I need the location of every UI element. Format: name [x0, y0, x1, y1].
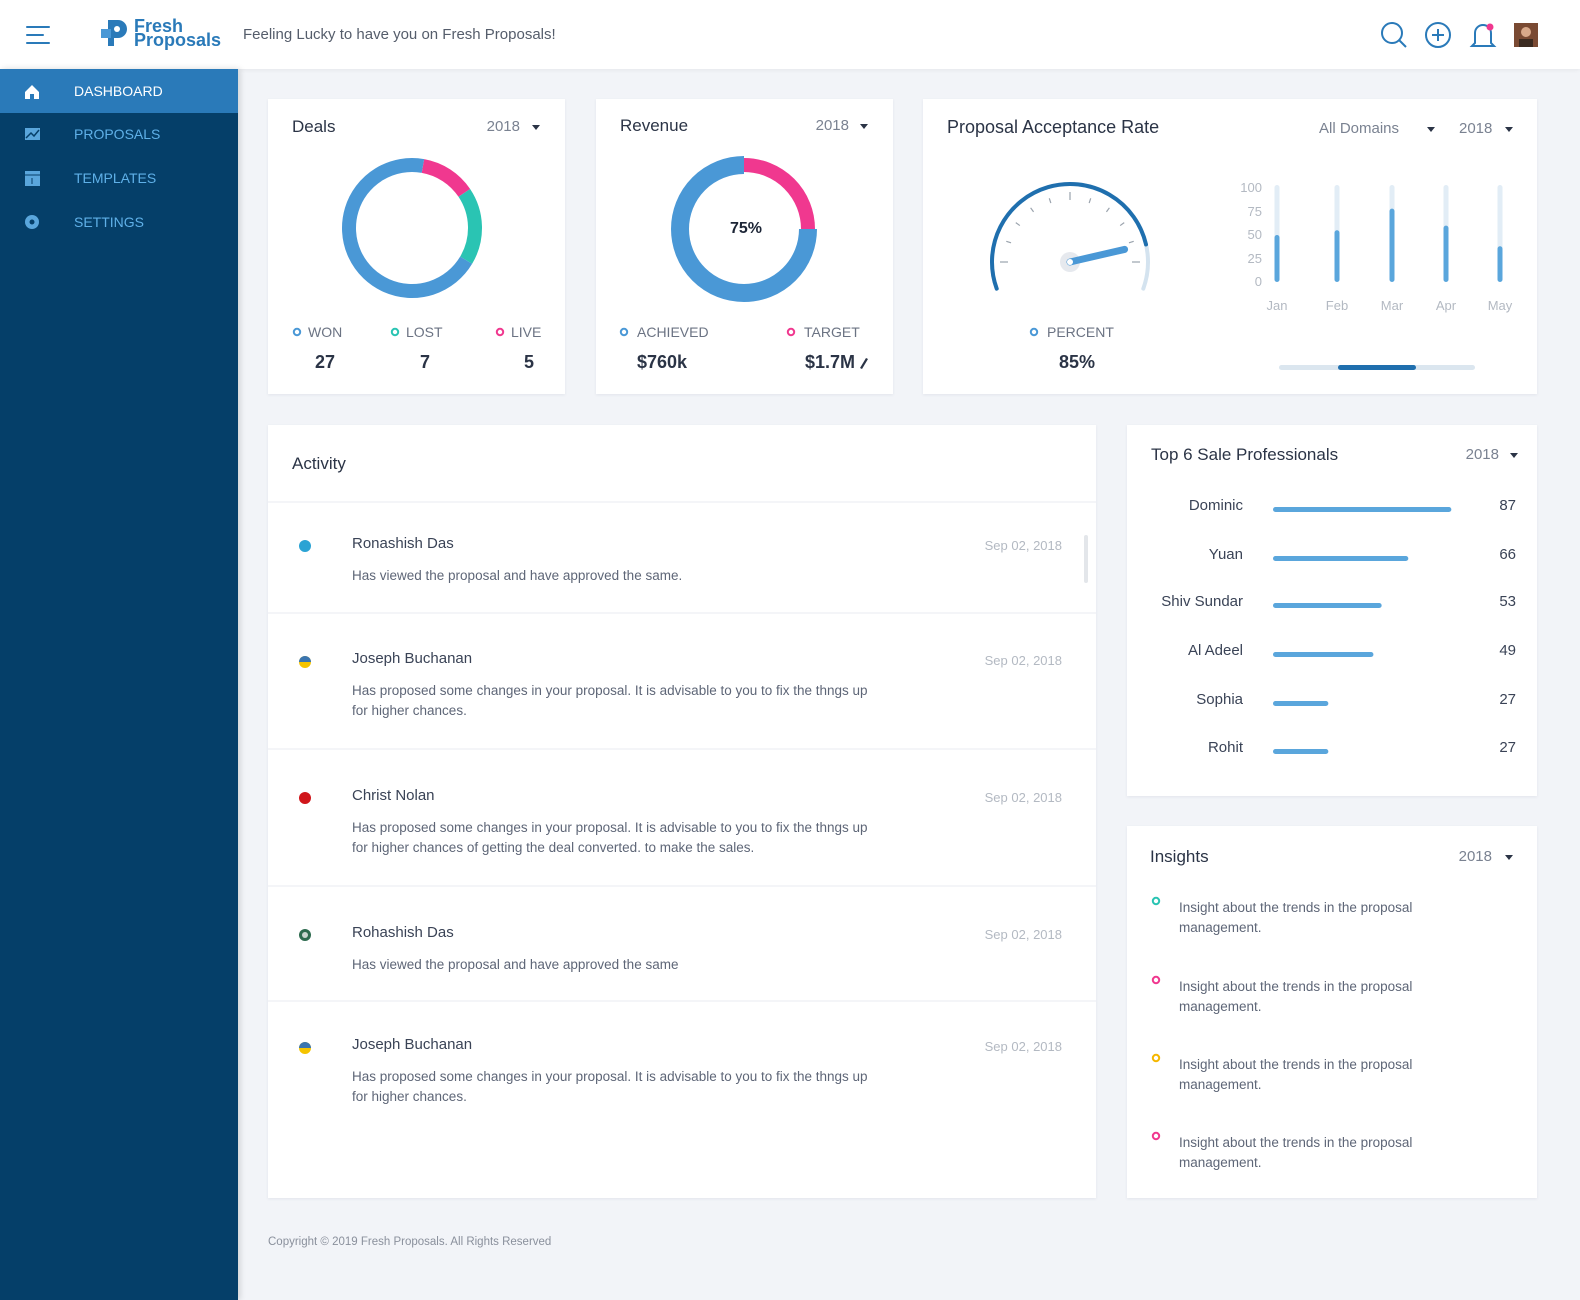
- menu-item[interactable]: SETTINGS: [74, 214, 145, 230]
- activity-text: Has viewed the proposal and have approve…: [352, 568, 683, 583]
- deals-card: [268, 99, 565, 394]
- logo-text: Proposals: [134, 30, 222, 50]
- seller-name: Sophia: [1196, 691, 1243, 708]
- card-title: Insights: [1150, 847, 1209, 866]
- acceptance-card: [923, 99, 1537, 394]
- activity-name: Joseph Buchanan: [352, 1036, 473, 1053]
- seller-name: Shiv Sundar: [1161, 593, 1243, 610]
- insight-text: Insight about the trends in the proposal…: [1179, 1135, 1413, 1170]
- y-tick-label: 0: [1254, 274, 1262, 289]
- activity-text: Has viewed the proposal and have approve…: [352, 957, 679, 972]
- activity-date: Sep 02, 2018: [984, 653, 1062, 668]
- deal-count: 7: [419, 352, 430, 372]
- activity-date: Sep 02, 2018: [984, 927, 1062, 942]
- seller-name: Dominic: [1188, 497, 1243, 514]
- activity-name: Rohashish Das: [352, 924, 454, 941]
- legend-label: LOST: [406, 324, 443, 340]
- deal-count: 27: [314, 352, 336, 372]
- seller-value: 27: [1499, 739, 1516, 756]
- activity-text: Has proposed some changes in your propos…: [352, 1069, 868, 1104]
- seller-name: Yuan: [1208, 546, 1243, 563]
- insight-text: Insight about the trends in the proposal…: [1179, 900, 1413, 935]
- x-tick-label: May: [1487, 298, 1513, 313]
- y-tick-label: 100: [1240, 180, 1262, 195]
- insight-text: Insight about the trends in the proposal…: [1179, 1057, 1413, 1092]
- seller-value: 87: [1499, 497, 1516, 514]
- seller-value: 49: [1499, 642, 1516, 659]
- seller-name: Rohit: [1207, 739, 1243, 756]
- gauge-value: 85%: [1058, 352, 1096, 372]
- activity-date: Sep 02, 2018: [984, 538, 1062, 553]
- revenue-amount: $760k: [637, 352, 688, 372]
- legend-label: TARGET: [804, 324, 860, 340]
- insights-card: [1127, 826, 1537, 1198]
- menu-item[interactable]: TEMPLATES: [74, 170, 157, 186]
- x-tick-label: Apr: [1435, 298, 1457, 313]
- y-tick-label: 75: [1247, 203, 1262, 219]
- domain-select[interactable]: All Domains: [1319, 120, 1400, 137]
- card-title: Proposal Acceptance Rate: [947, 117, 1160, 137]
- year-select[interactable]: 2018: [815, 117, 849, 134]
- tagline: Feeling Lucky to have you on Fresh Propo…: [243, 26, 556, 43]
- activity-text: Has proposed some changes in your propos…: [352, 820, 868, 855]
- menu-item[interactable]: DASHBOARD: [74, 83, 163, 99]
- activity-card: [268, 425, 1096, 1198]
- legend-label: ACHIEVED: [637, 324, 709, 340]
- year-select[interactable]: 2018: [1465, 446, 1499, 463]
- legend-label: PERCENT: [1047, 324, 1114, 340]
- legend-label: WON: [308, 324, 343, 340]
- seller-value: 53: [1499, 593, 1516, 610]
- revenue-percent: 75%: [729, 220, 763, 237]
- year-select[interactable]: 2018: [1459, 120, 1493, 137]
- year-select[interactable]: 2018: [486, 118, 520, 135]
- sidebar: [0, 69, 238, 1300]
- y-tick-label: 50: [1247, 227, 1262, 242]
- x-tick-label: Mar: [1380, 298, 1404, 313]
- seller-value: 66: [1499, 546, 1516, 563]
- x-tick-label: Feb: [1325, 298, 1349, 313]
- legend-label: LIVE: [511, 324, 542, 340]
- logo-text: Fresh: [134, 16, 184, 36]
- deal-count: 5: [523, 352, 534, 372]
- activity-date: Sep 02, 2018: [984, 790, 1062, 805]
- revenue-card: [596, 99, 893, 394]
- activity-name: Joseph Buchanan: [352, 650, 473, 667]
- activity-name: Christ Nolan: [352, 787, 435, 804]
- footer-text: Copyright © 2019 Fresh Proposals. All Ri…: [268, 1236, 552, 1248]
- top-sellers-card: [1127, 425, 1537, 796]
- y-tick-label: 25: [1247, 250, 1262, 266]
- revenue-amount: $1.7M: [804, 352, 855, 372]
- seller-name: Al Adeel: [1187, 642, 1243, 659]
- activity-text: Has proposed some changes in your propos…: [352, 683, 868, 718]
- card-title: Deals: [292, 117, 336, 136]
- insight-text: Insight about the trends in the proposal…: [1179, 979, 1413, 1014]
- x-tick-label: Jan: [1266, 298, 1288, 313]
- menu-item[interactable]: PROPOSALS: [74, 126, 161, 142]
- card-title: Top 6 Sale Professionals: [1151, 445, 1339, 464]
- top-bar: [0, 0, 1580, 69]
- activity-name: Ronashish Das: [352, 535, 454, 552]
- card-title: Activity: [292, 454, 346, 473]
- activity-date: Sep 02, 2018: [984, 1039, 1062, 1054]
- year-select[interactable]: 2018: [1458, 848, 1492, 865]
- card-title: Revenue: [620, 116, 689, 135]
- seller-value: 27: [1499, 691, 1516, 708]
